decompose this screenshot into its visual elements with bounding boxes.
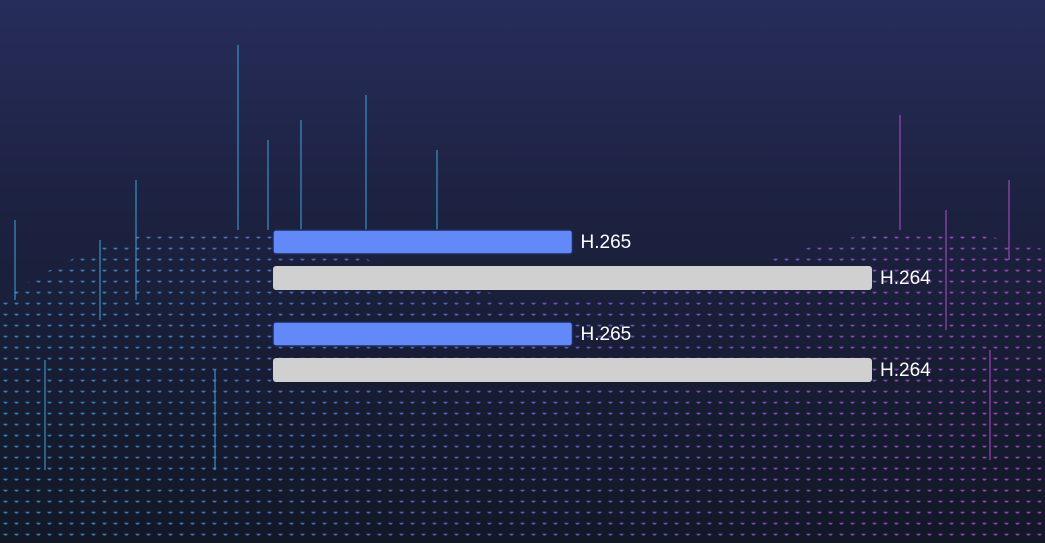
bar [273, 266, 872, 290]
bar [272, 229, 574, 255]
bar-label: H.264 [880, 360, 931, 381]
bar-label: H.264 [880, 268, 931, 289]
light-streaks [14, 45, 1010, 470]
bar-label: H.265 [581, 232, 632, 253]
bar-label: H.265 [581, 324, 632, 345]
wave-dots [0, 228, 1045, 543]
bar [273, 358, 872, 382]
bar [272, 321, 574, 347]
plot-area: H.265 H.264 H.265 H.264 [272, 229, 931, 382]
